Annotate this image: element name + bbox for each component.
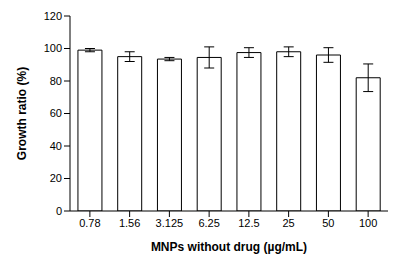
svg-text:80: 80	[50, 75, 62, 87]
svg-text:100: 100	[44, 42, 62, 54]
svg-text:50: 50	[322, 217, 334, 229]
svg-text:0: 0	[56, 205, 62, 217]
svg-text:60: 60	[50, 107, 62, 119]
svg-text:20: 20	[50, 172, 62, 184]
svg-text:6.25: 6.25	[198, 217, 219, 229]
svg-text:120: 120	[44, 10, 62, 22]
svg-text:MNPs without drug (µg/mL): MNPs without drug (µg/mL)	[151, 240, 307, 254]
svg-text:Growth ratio (%): Growth ratio (%)	[15, 67, 29, 160]
svg-text:12.5: 12.5	[238, 217, 259, 229]
svg-text:1.56: 1.56	[119, 217, 140, 229]
svg-text:25: 25	[283, 217, 295, 229]
svg-text:40: 40	[50, 140, 62, 152]
svg-text:3.125: 3.125	[156, 217, 184, 229]
svg-text:100: 100	[359, 217, 377, 229]
svg-text:0.78: 0.78	[79, 217, 100, 229]
